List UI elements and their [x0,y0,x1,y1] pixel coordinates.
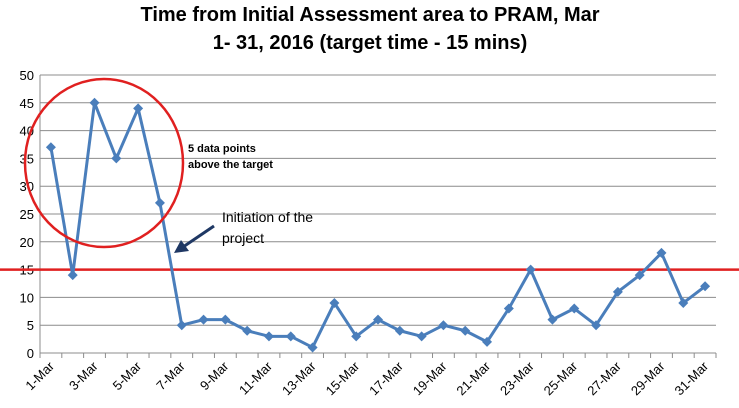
x-tick-label: 29-Mar [628,358,668,398]
annotation-arrow [174,224,215,253]
chart-title-line-2: 1- 31, 2016 (target time - 15 mins) [212,32,528,54]
data-point [482,336,493,347]
data-point [263,331,274,342]
data-point [591,320,602,331]
data-point [220,314,231,325]
y-tick-label: 0 [27,346,34,361]
arrow-annotation-line-2: project [222,230,264,246]
y-tick-label: 50 [20,68,34,83]
data-point [656,247,667,258]
data-point [198,314,209,325]
data-point [89,97,100,108]
x-tick-label: 17-Mar [366,358,406,398]
data-point [176,320,187,331]
x-tick-label: 3-Mar [66,358,101,393]
y-tick-label: 5 [27,318,34,333]
data-point [394,325,405,336]
data-point [700,281,711,292]
y-tick-label: 10 [20,290,34,305]
arrow-head [174,240,189,253]
data-point [242,325,253,336]
data-point [67,270,78,281]
circle-annotation-line-1: 5 data points [188,143,256,155]
data-point [503,303,514,314]
x-tick-label: 19-Mar [410,358,450,398]
data-point [547,314,558,325]
y-tick-label: 20 [20,235,34,250]
y-tick-label: 35 [20,151,34,166]
arrow-shaft [182,224,215,249]
data-point [351,331,362,342]
data-point [634,270,645,281]
x-tick-label: 13-Mar [279,358,319,398]
y-tick-label: 45 [20,96,34,111]
x-tick-label: 1-Mar [22,358,57,393]
data-point [416,331,427,342]
y-tick-label: 25 [20,207,34,222]
x-tick-label: 5-Mar [110,358,145,393]
data-point [154,197,165,208]
data-point [678,297,689,308]
x-tick-label: 25-Mar [541,358,581,398]
data-point [285,331,296,342]
x-tick-label: 11-Mar [236,358,276,398]
x-tick-label: 23-Mar [497,358,537,398]
highlight-circle [23,77,185,249]
data-point [438,320,449,331]
data-point [569,303,580,314]
data-point [111,153,122,164]
data-points [45,97,711,353]
x-tick-label: 7-Mar [153,358,188,393]
series-line [49,101,707,349]
data-point [307,342,318,353]
x-tick-label: 21-Mar [453,358,493,398]
data-point [460,325,471,336]
circle-annotation-line-2: above the target [188,159,273,171]
data-point [133,103,144,114]
x-axis-ticks: 1-Mar 3-Mar 5-Mar 7-Mar 9-Mar 11-Mar 13-Mar 15-… [22,353,717,398]
data-point [612,286,623,297]
x-tick-label: 15-Mar [323,358,363,398]
arrow-annotation-line-1: Initiation of the [222,209,313,225]
x-tick-label: 27-Mar [584,358,624,398]
x-tick-label: 9-Mar [197,358,232,393]
gridlines [40,74,716,354]
x-tick-label: 31-Mar [671,358,711,398]
data-point [525,264,536,275]
data-point [45,142,56,153]
chart-title-line-1: Time from Initial Assessment area to PRA… [140,4,600,26]
data-point [329,297,340,308]
data-point [373,314,383,325]
